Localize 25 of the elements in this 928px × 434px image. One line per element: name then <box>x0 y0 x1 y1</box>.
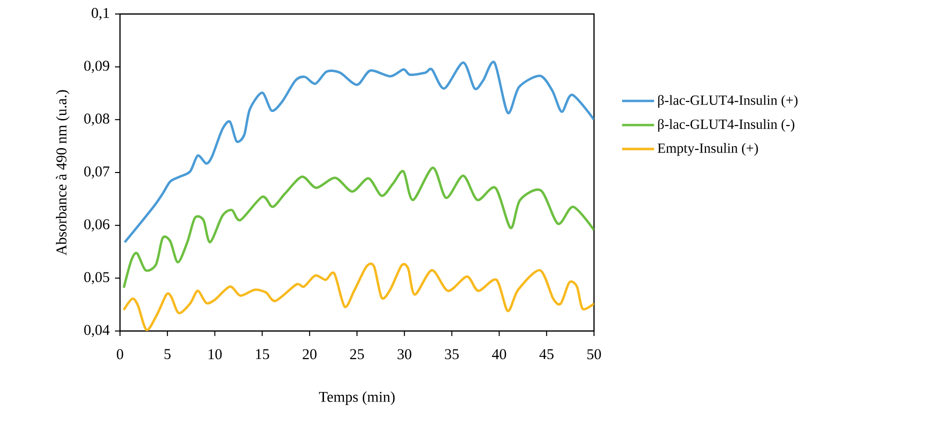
x-tick-label: 20 <box>302 349 317 360</box>
x-tick-label: 45 <box>539 349 554 360</box>
y-tick-label: 0,07 <box>84 166 110 179</box>
line-series <box>124 61 594 244</box>
x-tick-label: 10 <box>208 349 222 360</box>
legend-label: β-lac-GLUT4-Insulin (+) <box>658 94 798 108</box>
x-tick-label: 25 <box>350 349 364 360</box>
legend-label: Empty-Insulin (+) <box>658 143 758 156</box>
legend-label: β-lac-GLUT4-Insulin (-) <box>658 118 794 132</box>
x-tick-label: 30 <box>398 349 412 360</box>
x-tick-label: 5 <box>164 349 171 360</box>
y-tick-label: 0,04 <box>84 324 110 338</box>
y-tick-label: 0,05 <box>84 272 110 284</box>
x-tick-label: 15 <box>256 349 270 360</box>
y-tick-label: 0,06 <box>84 219 110 232</box>
x-tick-label: 40 <box>492 349 506 360</box>
y-tick-label: 0,1 <box>92 8 109 20</box>
x-tick-label: 35 <box>445 349 459 360</box>
x-axis-title: Temps (min) <box>318 391 395 405</box>
y-axis-title: Absorbance à 490 nm (u.a.) <box>56 90 70 256</box>
x-tick-label: 0 <box>116 349 124 360</box>
line-series <box>122 166 594 289</box>
y-tick-label: 0,09 <box>84 60 110 73</box>
y-tick-label: 0,08 <box>84 114 110 126</box>
x-tick-label: 50 <box>587 349 601 360</box>
